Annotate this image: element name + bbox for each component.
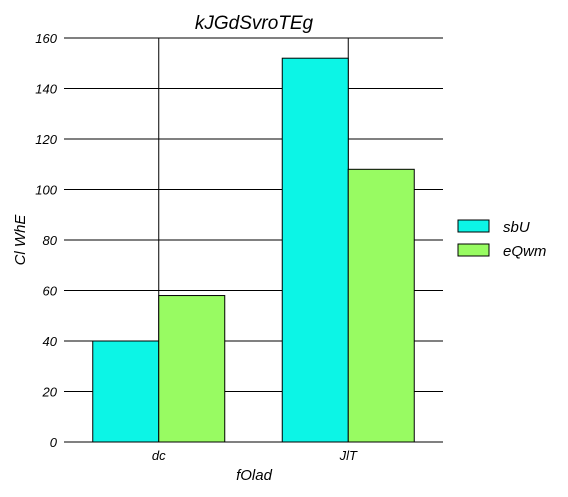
y-tick-label: 140 xyxy=(35,82,57,97)
x-axis-label: fOlad xyxy=(236,467,273,484)
y-tick-label: 80 xyxy=(43,233,58,248)
y-axis-label: Cl WhE xyxy=(12,214,29,266)
bar xyxy=(348,169,414,442)
legend-label: sbU xyxy=(503,219,530,236)
bars xyxy=(93,58,415,442)
legend-swatch xyxy=(458,244,489,256)
bar xyxy=(282,58,348,442)
x-tick-label: JlT xyxy=(339,448,358,463)
legend: sbU eQwm xyxy=(458,219,546,260)
legend-swatch xyxy=(458,220,489,232)
y-tick-label: 100 xyxy=(35,183,57,198)
y-tick-label: 0 xyxy=(50,435,58,450)
bar xyxy=(159,296,225,442)
y-tick-label: 120 xyxy=(35,132,57,147)
y-tick-label: 40 xyxy=(43,334,58,349)
bar xyxy=(93,341,159,442)
y-tick-label: 160 xyxy=(35,31,57,46)
y-tick-label: 20 xyxy=(42,385,58,400)
y-tick-label: 60 xyxy=(43,284,58,299)
x-tick-label: dc xyxy=(152,448,166,463)
legend-label: eQwm xyxy=(503,243,546,260)
chart-title: kJGdSvroTEg xyxy=(195,13,314,34)
